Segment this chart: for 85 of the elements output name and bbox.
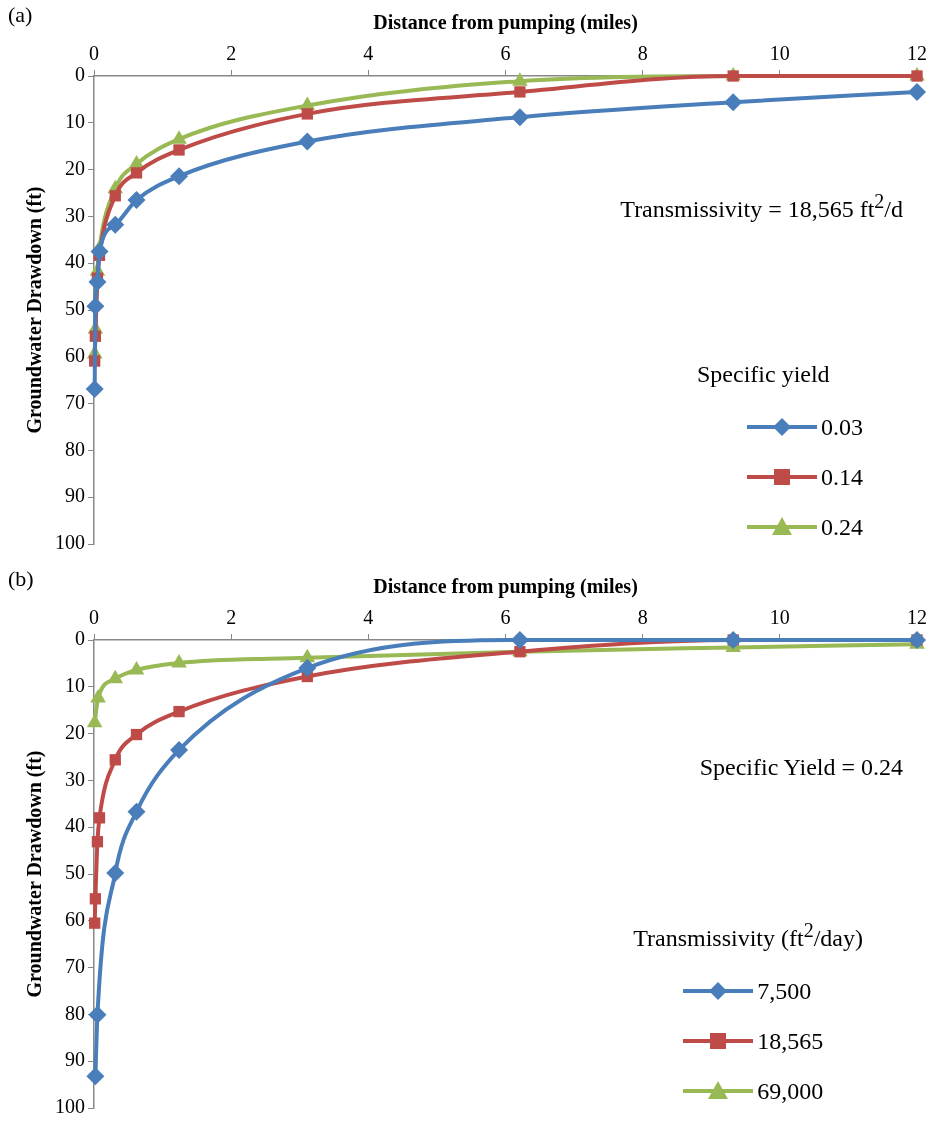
point [130,167,143,179]
point [298,132,317,151]
point [127,802,146,821]
point [127,191,146,210]
point [90,689,106,703]
y-tick-label: 100 [55,531,85,554]
point [91,836,104,848]
annotation: Specific Yield = 0.24 [699,754,903,781]
y-tick-label: 0 [75,63,85,86]
y-tick-label: 50 [65,861,85,884]
y-tick-label: 60 [65,344,85,367]
y-tick-label: 0 [75,627,85,650]
x-axis-title: Distance from pumping (miles) [373,575,638,599]
x-tick-label: 4 [363,42,374,65]
annotation: Transmissivity = 18,565 ft$^{2}$/d [620,190,903,223]
x-tick-label: 10 [769,42,790,65]
point [130,728,143,741]
point [512,72,528,86]
point [908,82,926,101]
legend-label: 7,500 [757,977,812,1005]
y-tick-label: 80 [65,1001,85,1024]
y-tick-label: 40 [65,814,85,837]
point [171,130,187,144]
y-axis-title: Groundwater Drawdown (ft) [23,186,47,434]
y-tick-label: 20 [65,720,85,743]
point [85,380,104,399]
point [301,108,313,120]
point [298,659,317,678]
point [510,108,529,127]
x-tick-label: 12 [907,42,927,65]
point [88,272,107,291]
point [106,864,125,883]
y-axis-title: Groundwater Drawdown (ft) [23,750,47,998]
point [93,812,106,824]
chart-title: (a) [8,2,33,28]
legend-label: 0.24 [821,513,863,541]
legend-label: 18,565 [757,1027,824,1055]
legend-label: 0.03 [821,413,863,441]
point [173,705,185,718]
y-tick-label: 70 [65,390,85,413]
x-tick-label: 12 [907,606,927,629]
point [109,190,121,202]
point [86,297,105,316]
point [89,917,101,929]
legend-label: 0.14 [821,463,863,491]
x-tick-label: 6 [500,606,511,629]
point [106,215,125,234]
y-tick-label: 90 [65,1048,85,1071]
point [109,754,121,766]
legend-title: Transmissivity (ft$^{2}$/day) [633,919,863,952]
point [170,167,189,186]
x-tick-label: 8 [637,42,648,65]
x-tick-label: 2 [226,606,237,629]
point [89,893,102,905]
point [90,242,109,261]
y-tick-label: 30 [65,203,85,226]
chart-title: (b) [8,566,34,592]
y-tick-label: 80 [65,437,85,460]
x-tick-label: 4 [363,606,374,629]
x-tick-label: 0 [89,606,99,629]
point [514,646,526,658]
y-tick-label: 10 [65,110,85,133]
point [514,86,526,98]
legend-label: 69,000 [757,1077,824,1105]
y-tick-label: 90 [65,484,85,507]
y-tick-label: 20 [65,156,85,179]
point [86,1067,105,1086]
x-tick-label: 8 [637,606,648,629]
x-tick-label: 2 [226,42,237,65]
point [170,740,189,759]
point [173,144,185,156]
x-tick-label: 0 [89,42,99,65]
y-tick-label: 10 [65,674,85,697]
y-tick-label: 60 [65,908,85,931]
point [88,1005,107,1024]
legend-title: Specific yield [697,361,831,388]
y-tick-label: 30 [65,767,85,790]
y-tick-label: 40 [65,250,85,273]
y-tick-label: 100 [55,1095,85,1118]
y-tick-label: 70 [65,954,85,977]
point [724,93,743,112]
y-tick-label: 50 [65,297,85,320]
x-tick-label: 10 [769,606,790,629]
x-tick-label: 6 [500,42,511,65]
x-axis-title: Distance from pumping (miles) [373,11,638,35]
